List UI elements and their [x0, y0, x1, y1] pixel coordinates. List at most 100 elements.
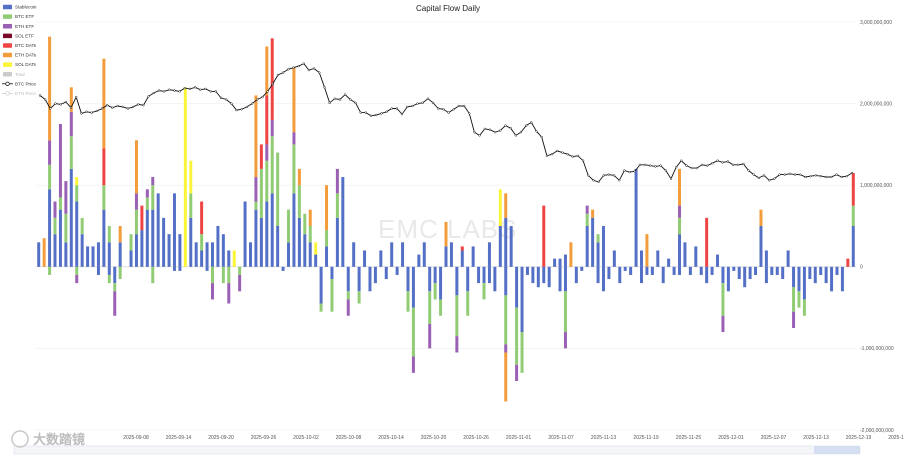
bar-ethn	[238, 274, 242, 292]
bar-btc	[69, 136, 73, 169]
btc-price-point	[276, 73, 280, 77]
bar-sc	[640, 250, 643, 267]
btc-price-point	[137, 103, 140, 106]
btc-price-point	[695, 166, 698, 170]
btc-price-point	[380, 112, 383, 115]
watermark-text: EMC LABS	[378, 214, 518, 244]
bar-ed	[645, 234, 649, 267]
y-tick-label: 2,000,000,000	[860, 101, 892, 107]
bar-sd	[846, 258, 850, 267]
bar-scn	[705, 266, 709, 284]
btc-price-point	[90, 111, 93, 114]
bar-btcn	[433, 283, 437, 300]
bar-eth	[270, 119, 274, 137]
btc-price-point	[369, 114, 373, 117]
y-tick-label: 1,000,000,000	[860, 183, 892, 189]
x-tick-label: 2025-12-25	[888, 435, 904, 441]
bar-scn	[726, 266, 730, 292]
bar-scn	[406, 266, 410, 292]
legend-label-btc-etf: BTC ETF	[15, 14, 34, 19]
bar-sc	[612, 250, 616, 267]
bar-sc	[156, 193, 160, 267]
bar-sc	[64, 242, 68, 267]
btc-price-point	[199, 88, 202, 91]
bar-sc	[172, 193, 176, 267]
bar-btc	[335, 193, 339, 218]
bar-btc	[107, 226, 111, 243]
zoom-slider-window[interactable]	[814, 446, 860, 454]
bar-ed	[591, 209, 595, 218]
bar-btc	[254, 201, 258, 210]
bar-scn	[504, 266, 508, 296]
bar-btc	[325, 230, 329, 247]
btc-price-point	[85, 110, 88, 113]
btc-price-point	[312, 67, 316, 70]
bar-scn	[764, 266, 768, 284]
bar-btcn	[227, 266, 231, 284]
btc-price-point	[38, 94, 42, 97]
bar-sd	[200, 201, 204, 235]
btc-price-point	[618, 179, 621, 182]
btc-price-point	[793, 173, 797, 176]
bar-sc	[634, 168, 638, 267]
bar-btc	[308, 226, 312, 243]
bar-btc	[259, 168, 263, 218]
btc-price-point	[597, 180, 600, 184]
bar-sc	[379, 250, 383, 267]
btc-price-point	[612, 174, 616, 177]
legend-label-eth-etf: ETH ETF	[15, 24, 34, 29]
btc-price-point	[426, 97, 430, 100]
bar-btc	[134, 209, 138, 235]
bar-sc	[335, 217, 339, 267]
btc-price-point	[726, 160, 730, 163]
btc-price-point	[685, 164, 688, 167]
bar-btcn	[428, 291, 432, 324]
btc-price-point	[318, 71, 321, 74]
bar-scn	[699, 266, 703, 275]
btc-price-point	[550, 153, 554, 156]
bar-sc	[259, 217, 263, 267]
x-tick-label: 2025-10-20	[421, 435, 447, 441]
zoom-slider-track[interactable]	[13, 445, 861, 455]
bar-sold	[183, 87, 187, 267]
bar-scn	[721, 266, 725, 284]
bar-scn	[531, 266, 535, 284]
bar-scn	[775, 266, 779, 275]
btc-price-point	[819, 175, 823, 178]
zoom-slider[interactable]	[13, 445, 861, 455]
bar-sold	[75, 177, 79, 186]
x-tick-label: 2025-11-13	[591, 435, 616, 441]
btc-price-point	[359, 111, 362, 114]
bar-eth	[265, 144, 269, 161]
btc-price-point	[504, 124, 507, 127]
bar-scn	[346, 266, 350, 292]
bar-scn	[384, 266, 388, 280]
bar-scn	[710, 266, 714, 275]
bar-sold	[314, 242, 318, 255]
bar-sd	[705, 217, 709, 267]
btc-price-point	[385, 110, 388, 113]
x-tick-label: 2025-10-08	[336, 435, 362, 441]
bar-scn	[107, 266, 111, 275]
btc-price-point	[675, 166, 678, 169]
bar-sc	[851, 226, 855, 267]
bar-sc	[58, 209, 62, 267]
btc-price-point	[437, 107, 440, 110]
bar-scn	[754, 266, 758, 275]
btc-price-point	[669, 177, 673, 180]
legend-swatch-total	[3, 72, 12, 77]
bar-scn	[96, 266, 100, 275]
btc-price-point	[592, 179, 595, 182]
bar-scn	[368, 266, 372, 292]
btc-price-point	[173, 89, 176, 92]
bar-btc	[75, 185, 79, 202]
btc-price-point	[757, 176, 761, 180]
bar-ed	[254, 95, 258, 178]
bar-scn	[835, 266, 839, 275]
bar-scn	[770, 266, 774, 275]
btc-price-point	[333, 97, 336, 100]
bar-sc	[270, 193, 274, 267]
x-tick-label: 2025-12-01	[718, 435, 744, 441]
bar-edn	[504, 352, 508, 402]
bar-sc	[129, 250, 133, 267]
